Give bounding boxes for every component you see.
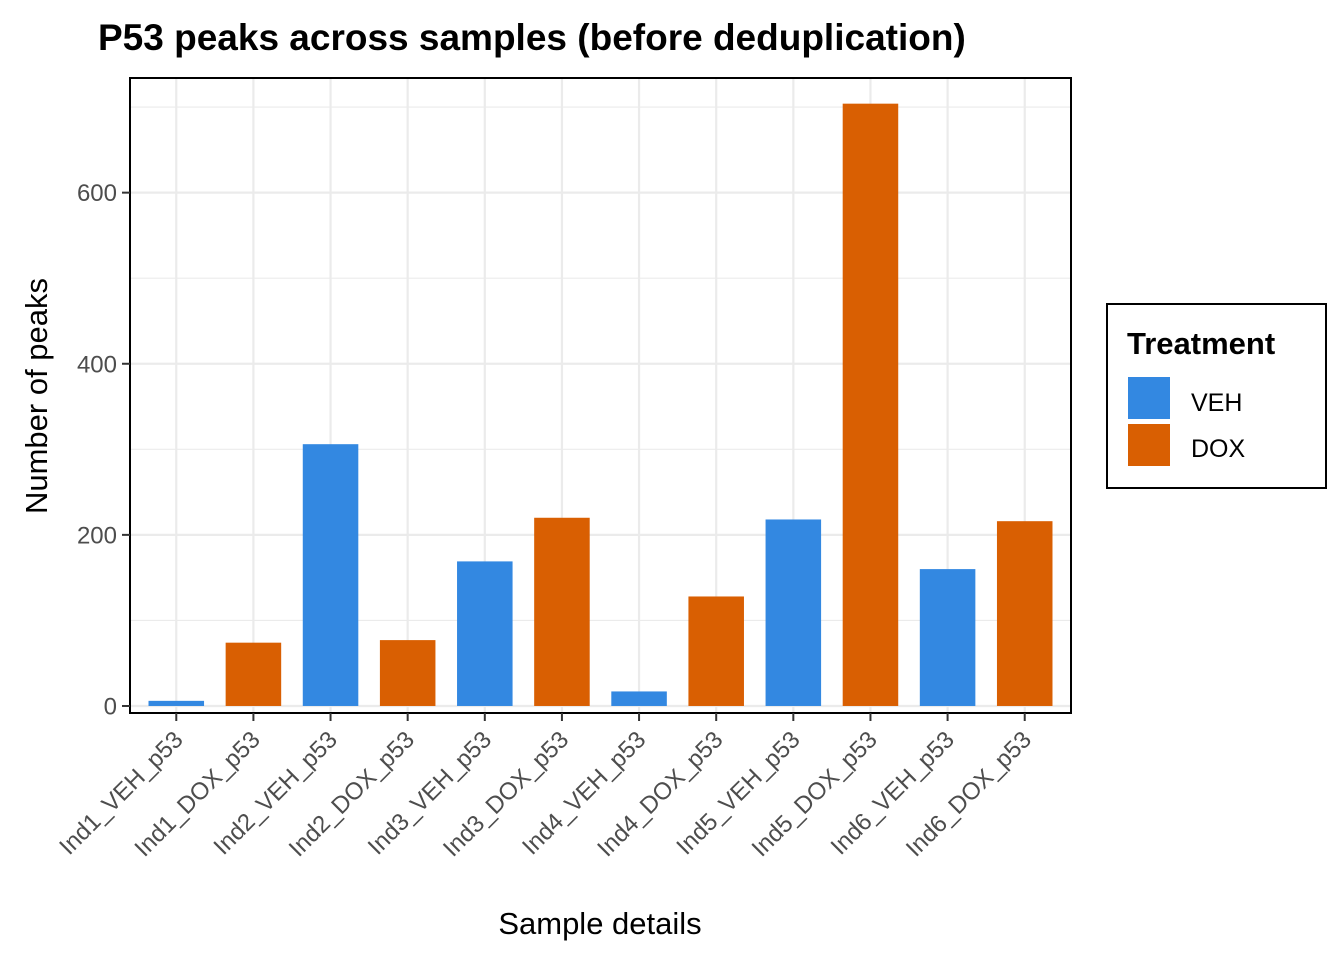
legend-label-veh: VEH [1191, 389, 1242, 417]
legend-label-dox: DOX [1191, 435, 1246, 463]
y-tick-label: 600 [77, 180, 117, 207]
bar-ind1-dox-p53 [225, 642, 282, 706]
y-axis-title: Number of peaks [19, 278, 54, 514]
y-tick-label: 400 [77, 351, 117, 378]
bar-ind2-dox-p53 [379, 640, 436, 706]
legend-title: Treatment [1127, 326, 1275, 361]
y-tick-label: 0 [104, 693, 117, 720]
bar-ind4-veh-p53 [611, 691, 667, 706]
panel-border [129, 77, 1072, 714]
bar-ind4-dox-p53 [688, 596, 744, 706]
bar-ind2-veh-p53 [302, 444, 359, 706]
y-tick-label: 200 [77, 522, 117, 549]
legend-key-dox [1128, 424, 1170, 466]
legend-key-veh [1128, 377, 1170, 419]
bar-ind1-veh-p53 [148, 700, 205, 706]
bars [148, 103, 1053, 706]
bar-ind6-dox-p53 [996, 521, 1053, 706]
bar-ind3-veh-p53 [457, 561, 513, 706]
x-axis-title: Sample details [498, 906, 701, 941]
x-axis: Ind1_VEH_p53Ind1_DOX_p53Ind2_VEH_p53Ind2… [54, 713, 1037, 862]
bar-ind6-veh-p53 [919, 569, 976, 706]
chart-title: P53 peaks across samples (before dedupli… [98, 17, 966, 58]
bar-ind5-dox-p53 [842, 103, 899, 706]
bar-ind3-dox-p53 [534, 517, 590, 706]
y-axis: 0 200 400 600 [77, 180, 130, 720]
bar-ind5-veh-p53 [765, 519, 822, 706]
legend: Treatment VEH DOX [1106, 303, 1327, 489]
